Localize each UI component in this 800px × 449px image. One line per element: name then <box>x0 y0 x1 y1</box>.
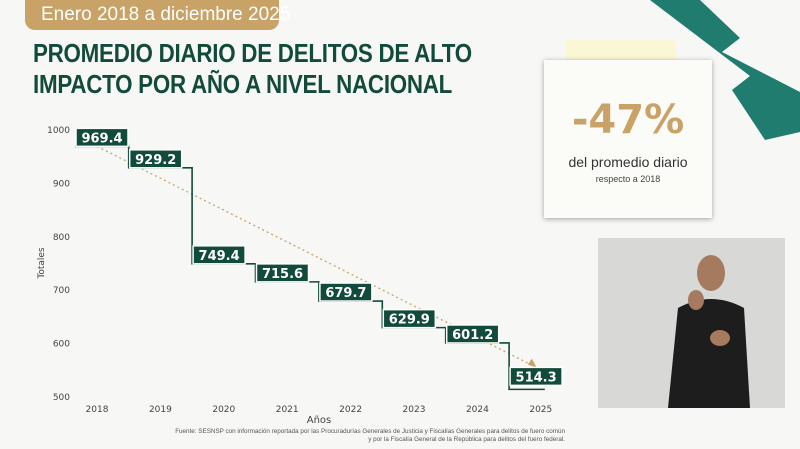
data-label: 715.6 <box>262 267 303 282</box>
step-series-line <box>75 145 545 391</box>
title-line-1: PROMEDIO DIARIO DE DELITOS DE ALTO <box>33 38 472 68</box>
trend-arrowhead <box>527 358 537 368</box>
callout-value: -47% <box>571 97 685 143</box>
data-label-box <box>128 149 183 169</box>
data-label: 969.4 <box>81 131 122 146</box>
source-line-1: Fuente: SESNSP con información reportada… <box>175 428 565 435</box>
x-tick-label: 2023 <box>403 405 426 415</box>
data-label-box <box>75 127 129 148</box>
callout-card <box>544 60 712 218</box>
source-note: Fuente: SESNSP con información reportada… <box>175 428 565 444</box>
data-label: 601.2 <box>452 328 493 343</box>
data-label-box <box>509 366 563 387</box>
data-label-box <box>255 263 310 283</box>
x-tick-label: 2018 <box>86 405 109 415</box>
page-title: PROMEDIO DIARIO DE DELITOS DE ALTO IMPACT… <box>33 38 472 100</box>
y-tick-label: 700 <box>53 286 70 296</box>
data-label: 929.2 <box>135 153 176 168</box>
data-label-box <box>192 245 246 265</box>
y-tick-label: 600 <box>53 340 70 350</box>
data-label-box <box>445 324 500 344</box>
source-line-2: y por la Fiscalía General de la Repúblic… <box>368 436 565 443</box>
y-tick-label: 800 <box>53 233 70 243</box>
y-tick-label: 500 <box>53 393 70 403</box>
sign-language-interpreter-video <box>598 238 785 408</box>
x-tick-label: 2024 <box>466 405 489 415</box>
x-tick-label: 2021 <box>276 405 299 415</box>
data-label: 749.4 <box>199 249 240 264</box>
y-tick-label: 1000 <box>47 126 70 136</box>
data-label-box <box>382 308 437 329</box>
x-tick-label: 2025 <box>529 405 552 415</box>
callout-line-1: del promedio diario <box>568 154 688 170</box>
data-label: 514.3 <box>516 370 557 385</box>
title-line-2: IMPACTO POR AÑO A NIVEL NACIONAL <box>33 69 453 99</box>
interpreter-figure <box>668 255 750 408</box>
x-tick-label: 2019 <box>149 405 172 415</box>
callout-line-2: respecto a 2018 <box>595 174 661 184</box>
x-tick-label: 2020 <box>212 405 235 415</box>
data-label-box <box>319 282 373 302</box>
x-axis-label: Años <box>307 415 332 426</box>
data-label: 629.9 <box>389 313 430 328</box>
down-arrow-icon <box>650 0 800 140</box>
date-range-badge: Enero 2018 a diciembre 2025 <box>25 0 290 30</box>
data-label: 679.7 <box>325 286 366 301</box>
x-tick-label: 2022 <box>339 405 362 415</box>
y-axis-label: Totales <box>37 247 47 280</box>
y-tick-label: 900 <box>53 179 70 189</box>
